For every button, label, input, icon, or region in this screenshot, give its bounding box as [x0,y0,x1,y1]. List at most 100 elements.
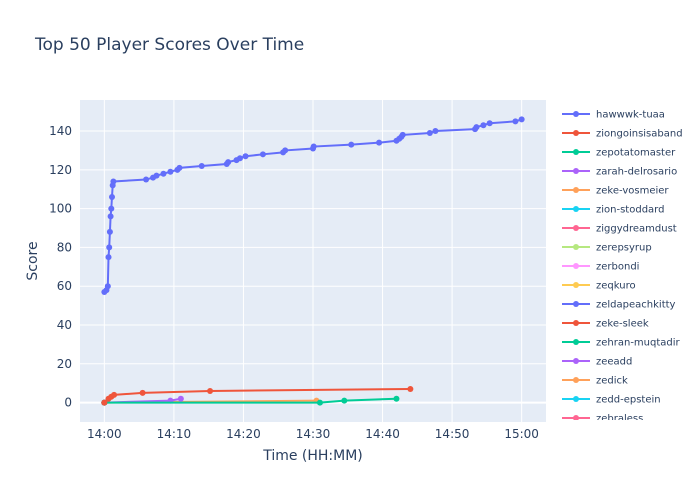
legend-item[interactable]: zehran-muqtadir [562,338,681,349]
legend-item[interactable]: zedd-epstein [562,395,661,406]
legend-label: zerepsyrup [596,243,652,254]
x-tick-label: 14:20 [226,427,261,441]
legend-marker [573,282,579,288]
data-point [236,155,243,162]
y-tick-label: 60 [57,279,72,293]
legend-label: ziongoinsisaband [596,129,683,140]
legend-item[interactable]: ziongoinsisaband [562,129,683,140]
legend-label: zedd-epstein [596,395,661,406]
legend-label: ziggydreamdust [596,224,677,235]
legend-item[interactable]: zeqkuro [562,281,636,292]
legend-item[interactable]: zeldapeachkitty [562,300,676,311]
data-point [282,147,289,154]
legend-marker [573,187,579,193]
legend-marker [573,130,579,136]
data-point [426,129,433,136]
legend-item[interactable]: zepotatomaster [562,148,676,159]
legend-marker [573,358,579,364]
data-point [480,122,487,129]
legend-label: zebraless [596,414,643,425]
legend-marker [573,339,579,345]
data-point [207,387,214,394]
legend-marker [573,206,579,212]
legend-label: zarah-delrosario [596,167,677,178]
y-tick-label: 0 [64,396,72,410]
y-tick-label: 100 [49,202,72,216]
data-point [376,139,383,146]
data-point [407,386,414,393]
legend-label: zeeadd [596,357,632,368]
legend-item[interactable]: zebraless [562,414,643,425]
series-ziongoinsisaband [101,386,414,406]
y-tick-label: 140 [49,124,72,138]
legend-marker [573,225,579,231]
data-point [518,116,525,123]
data-point [341,397,348,404]
data-point [167,168,174,175]
chart-title: Top 50 Player Scores Over Time [34,35,304,55]
x-tick-label: 14:50 [435,427,470,441]
legend-item[interactable]: zarah-delrosario [562,167,677,178]
legend[interactable]: hawwwk-tuaa ziongoinsisaband zepotatomaste… [562,110,683,425]
legend-item[interactable]: zerepsyrup [562,243,652,254]
x-tick-label: 14:10 [157,427,192,441]
data-point [225,159,232,166]
legend-label: hawwwk-tuaa [596,110,665,121]
legend-marker [573,415,579,420]
data-point [107,213,114,220]
data-point [101,399,108,406]
data-point [139,389,146,396]
data-point [348,141,355,148]
data-point [160,170,167,177]
data-point [177,395,184,402]
legend-label: zeke-vosmeier [596,186,669,197]
y-axis-title: Score [25,241,41,280]
legend-label: zeldapeachkitty [596,300,676,311]
data-point [399,131,406,138]
data-point [316,399,323,406]
legend-item[interactable]: zerbondi [562,262,639,273]
legend-marker [573,168,579,174]
x-tick-label: 14:30 [296,427,331,441]
legend-label: zeke-sleek [596,319,649,330]
data-point [108,193,115,200]
legend-item[interactable]: ziggydreamdust [562,224,677,235]
legend-item[interactable]: zeke-sleek [562,319,649,330]
data-point [198,162,205,169]
legend-item[interactable]: zeke-vosmeier [562,186,669,197]
series-line [104,397,397,404]
series-hawwwk-tuaa [101,116,525,296]
y-tick-label: 80 [57,240,72,254]
legend-label: zeqkuro [596,281,636,292]
legend-marker [573,149,579,155]
x-axis-ticks: 14:00 14:10 14:20 14:30 14:40 14:50 15:00 [87,427,539,441]
x-tick-label: 14:40 [365,427,400,441]
x-tick-label: 14:00 [87,427,122,441]
y-tick-label: 120 [49,163,72,177]
data-point [486,120,493,127]
x-axis-title: Time (HH:MM) [262,448,363,464]
data-point [259,151,266,158]
y-axis-ticks: 0 20 40 60 80 100 120 140 [49,124,72,410]
data-point [393,395,400,402]
x-tick-label: 15:00 [504,427,539,441]
legend-label: zepotatomaster [596,148,676,159]
data-point [105,254,112,261]
data-point [176,164,183,171]
data-point [104,283,111,290]
legend-item[interactable]: zeeadd [562,357,632,368]
data-point [242,153,249,160]
legend-item[interactable]: zion-stoddard [562,205,664,216]
data-point [111,391,118,398]
data-point [106,244,113,251]
data-point [108,205,115,212]
legend-marker [573,396,579,402]
legend-item[interactable]: zedick [562,376,628,387]
legend-marker [573,244,579,250]
data-point [432,128,439,135]
data-point [110,178,117,185]
legend-marker [573,263,579,269]
y-tick-label: 20 [57,357,72,371]
legend-item[interactable]: hawwwk-tuaa [562,110,665,121]
